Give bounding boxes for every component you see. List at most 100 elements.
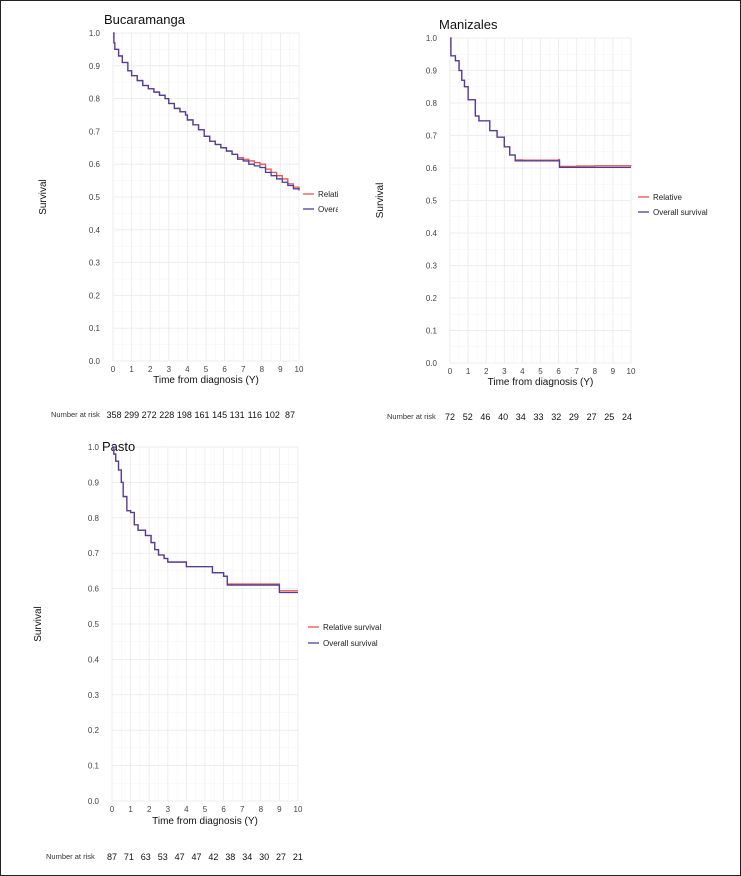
- y-tick-label: 0.8: [89, 95, 101, 104]
- x-tick-label: 2: [147, 805, 152, 814]
- number-at-risk-value: 145: [212, 410, 227, 420]
- number-at-risk-label: Number at risk: [51, 410, 100, 419]
- number-at-risk-value: 25: [604, 412, 614, 422]
- y-tick-label: 1.0: [88, 443, 100, 452]
- x-tick-label: 5: [203, 805, 208, 814]
- y-tick-label: 0.1: [89, 324, 101, 333]
- number-at-risk-value: 46: [480, 412, 490, 422]
- x-tick-label: 6: [221, 805, 226, 814]
- number-at-risk-value: 87: [285, 410, 295, 420]
- number-at-risk-value: 30: [259, 852, 269, 862]
- y-tick-label: 0.6: [88, 585, 100, 594]
- y-tick-label: 0.0: [88, 797, 100, 806]
- legend-label-relative: Relative survival: [323, 623, 381, 632]
- y-tick-label: 0.3: [88, 691, 100, 700]
- survival-panel-manizales: 0.00.10.20.30.40.50.60.70.80.91.00 1 2 3 4 5 6…: [375, 17, 708, 422]
- legend-label-overall: Overall su: [318, 205, 354, 214]
- y-tick-label: 0.8: [88, 514, 100, 523]
- x-tick-label: 3: [166, 805, 171, 814]
- y-tick-label: 0.4: [426, 229, 438, 238]
- x-tick-label: 7: [574, 367, 579, 376]
- x-tick-label: 10: [295, 365, 304, 374]
- number-at-risk-value: 27: [587, 412, 597, 422]
- legend: Relative Overall survival: [638, 193, 708, 217]
- chart-title: Pasto: [102, 439, 135, 454]
- x-tick-label: 3: [502, 367, 507, 376]
- number-at-risk-value: 63: [141, 852, 151, 862]
- x-axis-label: Time from diagnosis (Y): [153, 375, 259, 386]
- number-at-risk-value: 38: [225, 852, 235, 862]
- y-tick-label: 0.0: [89, 357, 101, 366]
- number-at-risk-value: 299: [124, 410, 139, 420]
- number-at-risk-value: 72: [445, 412, 455, 422]
- survival-panel-bucaramanga: 0.0 0.1 0.2 0.3 0.4 0.5 0.6 0.7 0.8 0.9 1.0 0 1 2 3 4 5 6…: [38, 12, 354, 420]
- number-at-risk-value: 42: [208, 852, 218, 862]
- survival-panel-pasto: 0.00.10.20.30.40.50.60.70.80.91.00 1 2 3 4 5 6…: [33, 439, 381, 862]
- y-tick-label: 0.1: [88, 762, 100, 771]
- x-tick-label: 4: [184, 805, 189, 814]
- number-at-risk-value: 27: [276, 852, 286, 862]
- x-tick-label: 6: [556, 367, 561, 376]
- number-at-risk-value: 358: [106, 410, 121, 420]
- number-at-risk-value: 53: [158, 852, 168, 862]
- number-at-risk-value: 24: [622, 412, 632, 422]
- y-tick-label: 0.6: [426, 164, 438, 173]
- legend-label-relative: Relative s: [318, 190, 353, 199]
- x-axis-label: Time from diagnosis (Y): [152, 816, 258, 827]
- x-tick-label: 4: [520, 367, 525, 376]
- grid-lines: [111, 446, 299, 802]
- y-tick-label: 0.9: [89, 62, 101, 71]
- x-tick-label: 3: [167, 365, 172, 374]
- x-tick-label: 10: [294, 805, 303, 814]
- y-tick-label: 0.7: [89, 127, 101, 136]
- number-at-risk-value: 161: [194, 410, 209, 420]
- number-at-risk-value: 40: [498, 412, 508, 422]
- grid-lines: [112, 32, 300, 362]
- number-at-risk-value: 47: [191, 852, 201, 862]
- chart-title: Bucaramanga: [104, 12, 186, 27]
- x-tick-label: 8: [260, 365, 265, 374]
- series-line-overall: [112, 446, 298, 594]
- series-line-overall: [113, 32, 300, 191]
- legend-label-relative: Relative: [653, 193, 682, 202]
- number-at-risk-value: 198: [177, 410, 192, 420]
- y-axis-label: Survival: [33, 606, 44, 642]
- y-axis-label: Survival: [38, 179, 49, 215]
- x-tick-label: 7: [240, 805, 245, 814]
- number-at-risk-value: 34: [516, 412, 526, 422]
- number-at-risk-value: 272: [142, 410, 157, 420]
- number-at-risk-value: 228: [159, 410, 174, 420]
- x-tick-label: 10: [627, 367, 636, 376]
- x-tick-label: 0: [448, 367, 453, 376]
- legend-label-overall: Overall survival: [653, 208, 708, 217]
- y-axis-label: Survival: [375, 183, 386, 219]
- y-tick-label: 0.1: [426, 327, 438, 336]
- number-at-risk-value: 131: [230, 410, 245, 420]
- y-tick-label: 0.3: [89, 259, 101, 268]
- number-at-risk-label: Number at risk: [387, 412, 436, 421]
- number-at-risk-value: 34: [242, 852, 252, 862]
- number-at-risk-value: 47: [175, 852, 185, 862]
- x-tick-label: 2: [148, 365, 153, 374]
- y-tick-label: 0.2: [89, 291, 101, 300]
- x-tick-label: 1: [466, 367, 471, 376]
- x-tick-label: 5: [204, 365, 209, 374]
- x-tick-label: 6: [222, 365, 227, 374]
- number-at-risk-value: 102: [265, 410, 280, 420]
- grid-lines: [449, 37, 632, 364]
- y-tick-label: 0.3: [426, 262, 438, 271]
- x-tick-label: 9: [278, 365, 283, 374]
- x-tick-label: 8: [593, 367, 598, 376]
- x-tick-label: 0: [111, 365, 116, 374]
- y-tick-label: 0.5: [426, 197, 438, 206]
- x-tick-label: 4: [185, 365, 190, 374]
- number-at-risk-value: 116: [248, 410, 262, 420]
- x-tick-label: 9: [611, 367, 616, 376]
- number-at-risk-value: 32: [551, 412, 561, 422]
- number-at-risk-value: 87: [107, 852, 117, 862]
- x-tick-label: 0: [110, 805, 115, 814]
- x-tick-label: 1: [128, 805, 133, 814]
- y-tick-label: 0.5: [88, 620, 100, 629]
- y-tick-label: 0.2: [88, 726, 100, 735]
